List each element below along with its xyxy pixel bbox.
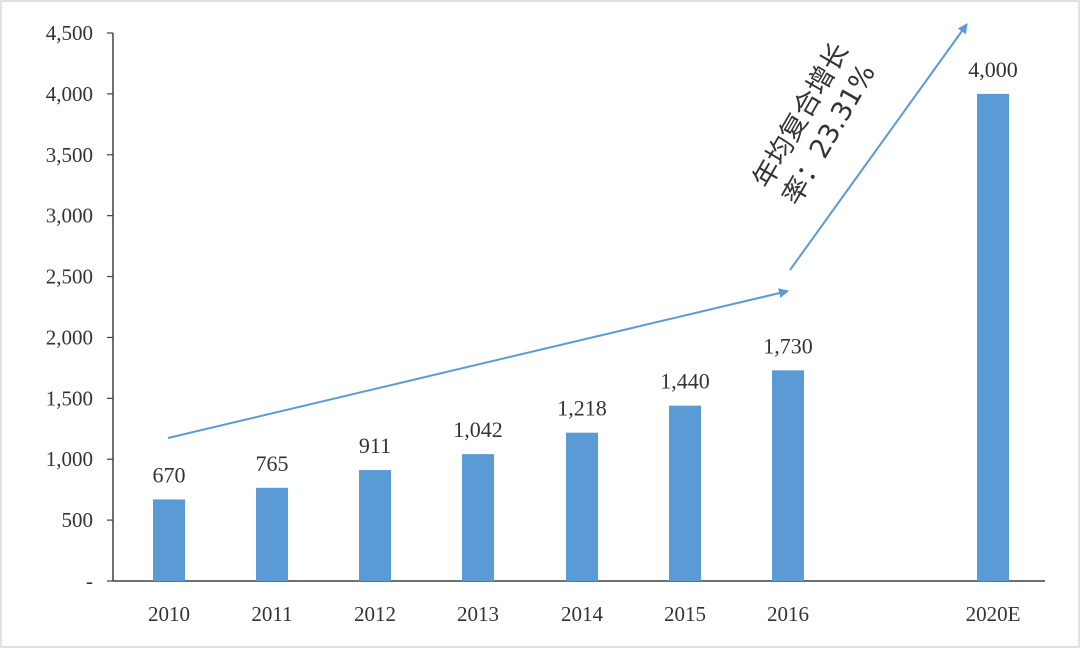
y-tick-label: 1,500 xyxy=(46,386,93,410)
x-tick-label: 2012 xyxy=(354,602,396,626)
bars xyxy=(153,93,1009,581)
x-tick-label: 2016 xyxy=(767,602,809,626)
bar xyxy=(153,499,185,581)
data-label: 1,440 xyxy=(660,369,710,394)
data-label: 4,000 xyxy=(968,57,1018,82)
bar xyxy=(977,93,1009,581)
growth-annotation: 年均复合增长 率：23.31% xyxy=(747,38,882,211)
data-label: 765 xyxy=(256,451,289,476)
bar xyxy=(772,370,804,581)
growth-arrows xyxy=(167,23,968,439)
data-label: 1,042 xyxy=(453,417,503,442)
x-tick-label: 2020E xyxy=(966,602,1021,626)
x-tick-label: 2013 xyxy=(457,602,499,626)
x-tick-labels: 2010 2011 2012 2013 2014 2015 2016 2020E xyxy=(148,602,1020,626)
bar xyxy=(462,454,494,581)
trend-arrow-2016-2020 xyxy=(789,23,968,271)
y-tick-labels: - 500 1,000 1,500 2,000 2,500 3,000 3,500 4,000 4… xyxy=(46,21,93,593)
x-tick-label: 2014 xyxy=(561,602,604,626)
y-tick-label: 3,500 xyxy=(46,143,93,167)
data-label: 1,730 xyxy=(763,333,813,358)
y-tick-label: 2,500 xyxy=(46,265,93,289)
y-tick-label: 3,000 xyxy=(46,204,93,228)
trend-arrow-2010-2016 xyxy=(167,288,789,439)
data-labels: 670 765 911 1,042 1,218 1,440 1,730 4,000 xyxy=(153,57,1018,488)
y-tick-label: 2,000 xyxy=(46,325,93,349)
y-tick-label: 500 xyxy=(62,508,94,532)
y-tick-label: 4,500 xyxy=(46,21,93,45)
x-tick-label: 2011 xyxy=(251,602,292,626)
bar xyxy=(359,470,391,581)
x-tick-label: 2015 xyxy=(664,602,706,626)
bar xyxy=(669,405,701,581)
bar xyxy=(256,487,288,581)
y-tick-label: - xyxy=(86,569,93,593)
x-tick-label: 2010 xyxy=(148,602,190,626)
bar xyxy=(566,432,598,581)
y-tick-label: 4,000 xyxy=(46,82,93,106)
data-label: 1,218 xyxy=(557,396,607,421)
data-label: 670 xyxy=(153,462,186,487)
data-label: 911 xyxy=(359,433,391,458)
y-tick-label: 1,000 xyxy=(46,447,93,471)
